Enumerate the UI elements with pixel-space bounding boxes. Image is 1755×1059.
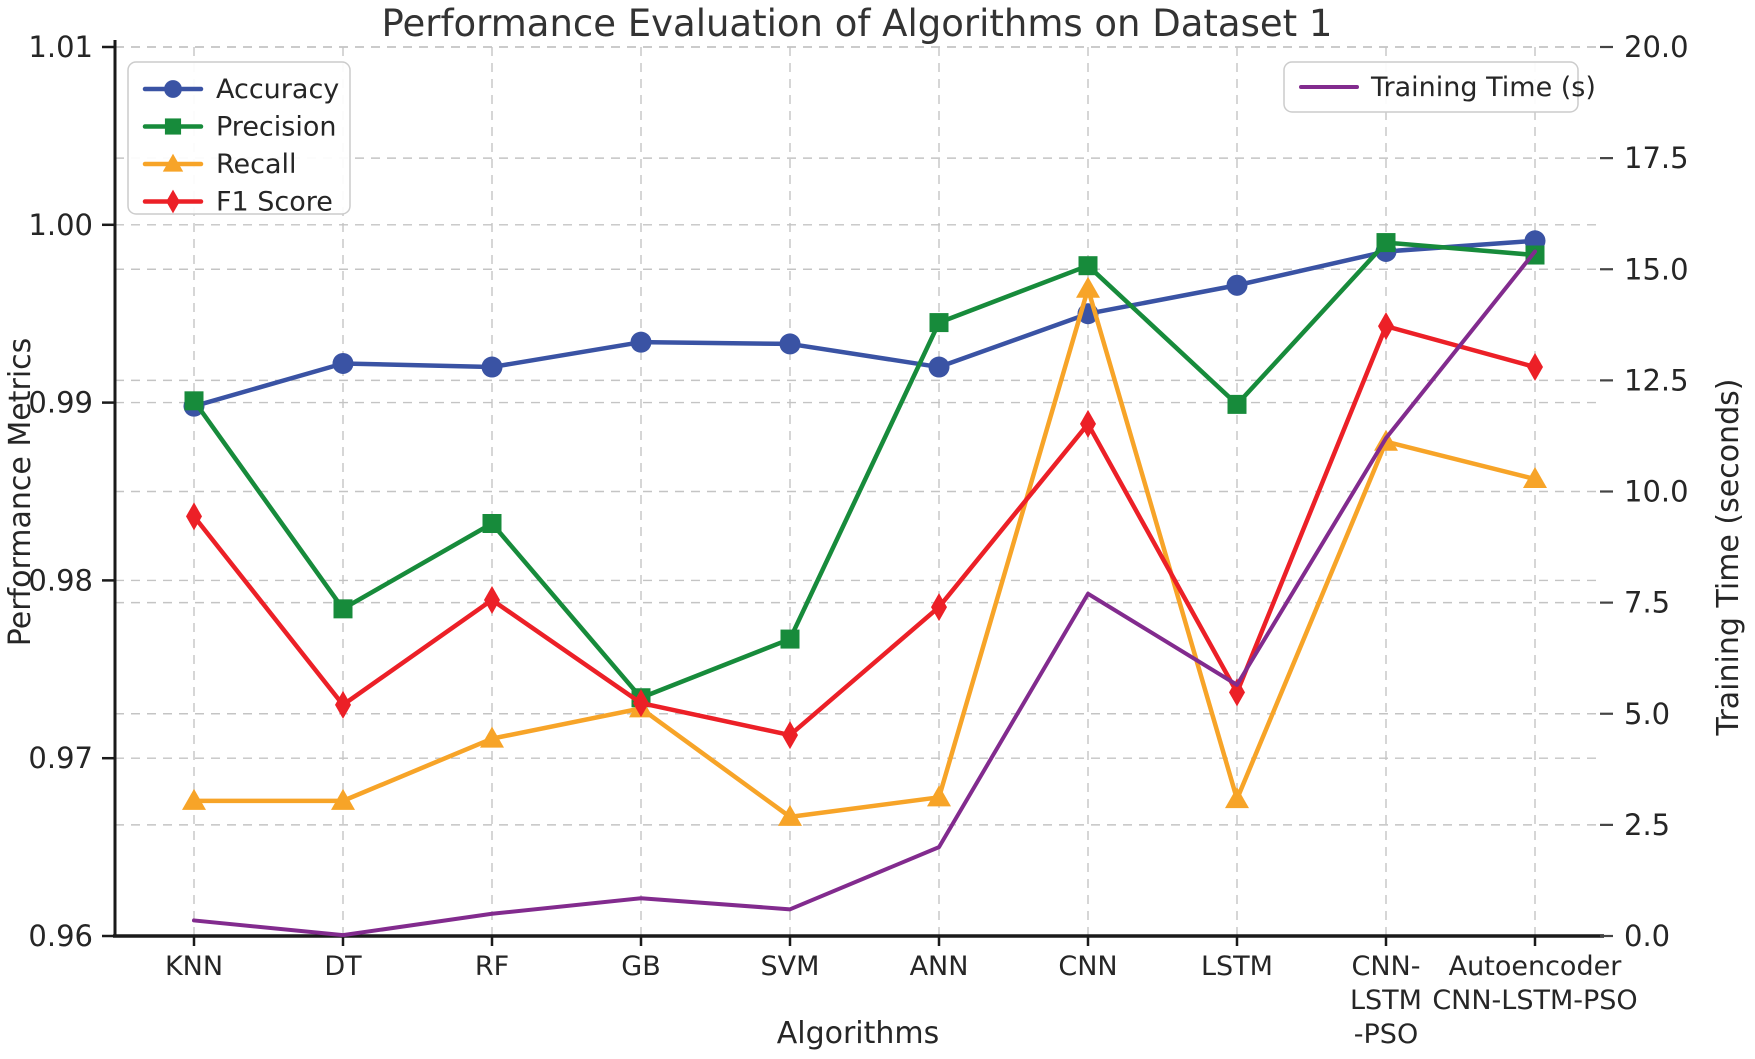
triangle-marker bbox=[162, 153, 184, 172]
legend-right-box bbox=[1283, 61, 1579, 113]
diamond-marker bbox=[1378, 312, 1394, 341]
recall-line bbox=[191, 286, 1538, 820]
circle-marker bbox=[481, 356, 503, 378]
axes-layer: 0.96 0.97 0.98 0.99 1.00 1.01 0.0 2.5 5.0 7.5 10.0… bbox=[28, 30, 1688, 1050]
right-tick-label: 15.0 bbox=[1624, 252, 1689, 286]
right-tick-label: 20.0 bbox=[1624, 30, 1689, 64]
precision-line bbox=[191, 240, 1538, 700]
diamond-marker bbox=[1527, 353, 1543, 382]
triangle-marker bbox=[331, 788, 355, 810]
chart-title: Performance Evaluation of Algorithms on … bbox=[382, 2, 1333, 45]
right-tick-label: 2.5 bbox=[1624, 808, 1670, 842]
x-tick-label: DT bbox=[324, 951, 362, 982]
triangle-marker bbox=[1225, 787, 1249, 809]
diamond-marker bbox=[1080, 409, 1096, 438]
circle-marker bbox=[1226, 274, 1248, 296]
left-tick-label: 0.96 bbox=[28, 919, 93, 953]
legend-left-box bbox=[127, 61, 351, 215]
right-tick-label: 5.0 bbox=[1624, 697, 1670, 731]
x-tick-label: CNN-LSTM -PSO bbox=[1350, 951, 1422, 1050]
square-marker bbox=[1376, 233, 1396, 253]
triangle-marker bbox=[182, 788, 206, 810]
left-tick-label: 1.01 bbox=[28, 30, 93, 64]
circle-marker bbox=[164, 80, 182, 98]
diamond-marker bbox=[931, 593, 947, 622]
legend-item-label: Recall bbox=[216, 149, 297, 180]
training-time-s--line bbox=[192, 249, 1537, 938]
square-marker bbox=[929, 313, 949, 333]
diamond-marker bbox=[335, 690, 351, 719]
left-tick-label: 0.99 bbox=[28, 386, 93, 420]
square-marker bbox=[164, 118, 182, 135]
legend-item-label: Training Time (s) bbox=[1370, 72, 1596, 103]
x-tick-label: KNN bbox=[165, 951, 223, 982]
circle-marker bbox=[779, 333, 801, 355]
legend-item-label: F1 Score bbox=[216, 187, 333, 218]
right-tick-label: 10.0 bbox=[1624, 475, 1689, 509]
x-tick-label: GB bbox=[621, 951, 660, 982]
triangle-marker bbox=[927, 785, 951, 807]
square-marker bbox=[1227, 394, 1247, 414]
x-tick-label: LSTM bbox=[1201, 951, 1273, 982]
legend-item-label: Precision bbox=[216, 112, 336, 143]
right-tick-label: 0.0 bbox=[1624, 919, 1670, 953]
x-tick-label: Autoencoder CNN-LSTM-PSO bbox=[1432, 951, 1637, 1016]
right-y-axis-label: Training Time (seconds) bbox=[1711, 379, 1746, 737]
f1-score-line bbox=[191, 323, 1538, 738]
left-tick-label: 1.00 bbox=[28, 208, 93, 242]
circle-marker bbox=[928, 356, 950, 378]
accuracy-line bbox=[191, 238, 1538, 409]
diamond-marker bbox=[633, 689, 649, 718]
left-tick-label: 0.97 bbox=[28, 741, 93, 775]
left-y-axis-label: Performance Metrics bbox=[3, 338, 38, 647]
right-tick-label: 12.5 bbox=[1624, 363, 1689, 397]
x-tick-label: RF bbox=[475, 951, 509, 982]
square-marker bbox=[1078, 256, 1098, 276]
x-tick-label: CNN bbox=[1058, 951, 1117, 982]
triangle-marker bbox=[1076, 276, 1100, 298]
circle-marker bbox=[630, 331, 652, 353]
right-tick-label: 7.5 bbox=[1624, 586, 1670, 620]
series-layer bbox=[182, 230, 1547, 938]
diamond-marker bbox=[782, 721, 798, 750]
legend-item-label: Accuracy bbox=[216, 74, 339, 105]
x-axis-label: Algorithms bbox=[777, 1016, 940, 1051]
diamond-marker bbox=[484, 585, 500, 614]
square-marker bbox=[780, 629, 800, 649]
triangle-marker bbox=[1523, 467, 1547, 489]
square-marker bbox=[482, 514, 502, 534]
left-tick-label: 0.98 bbox=[28, 563, 93, 597]
right-tick-label: 17.5 bbox=[1624, 141, 1689, 175]
square-marker bbox=[184, 391, 204, 411]
diamond-marker bbox=[1229, 678, 1245, 707]
square-marker bbox=[333, 599, 353, 619]
triangle-marker bbox=[480, 726, 504, 748]
x-tick-label: ANN bbox=[910, 951, 969, 982]
circle-marker bbox=[332, 352, 354, 374]
legend-layer: Accuracy Precision Recall F1 Score Training … bbox=[127, 61, 1596, 218]
diamond-marker bbox=[186, 502, 202, 531]
triangle-marker bbox=[778, 804, 802, 826]
diamond-marker bbox=[166, 189, 180, 214]
x-tick-label: SVM bbox=[761, 951, 820, 982]
